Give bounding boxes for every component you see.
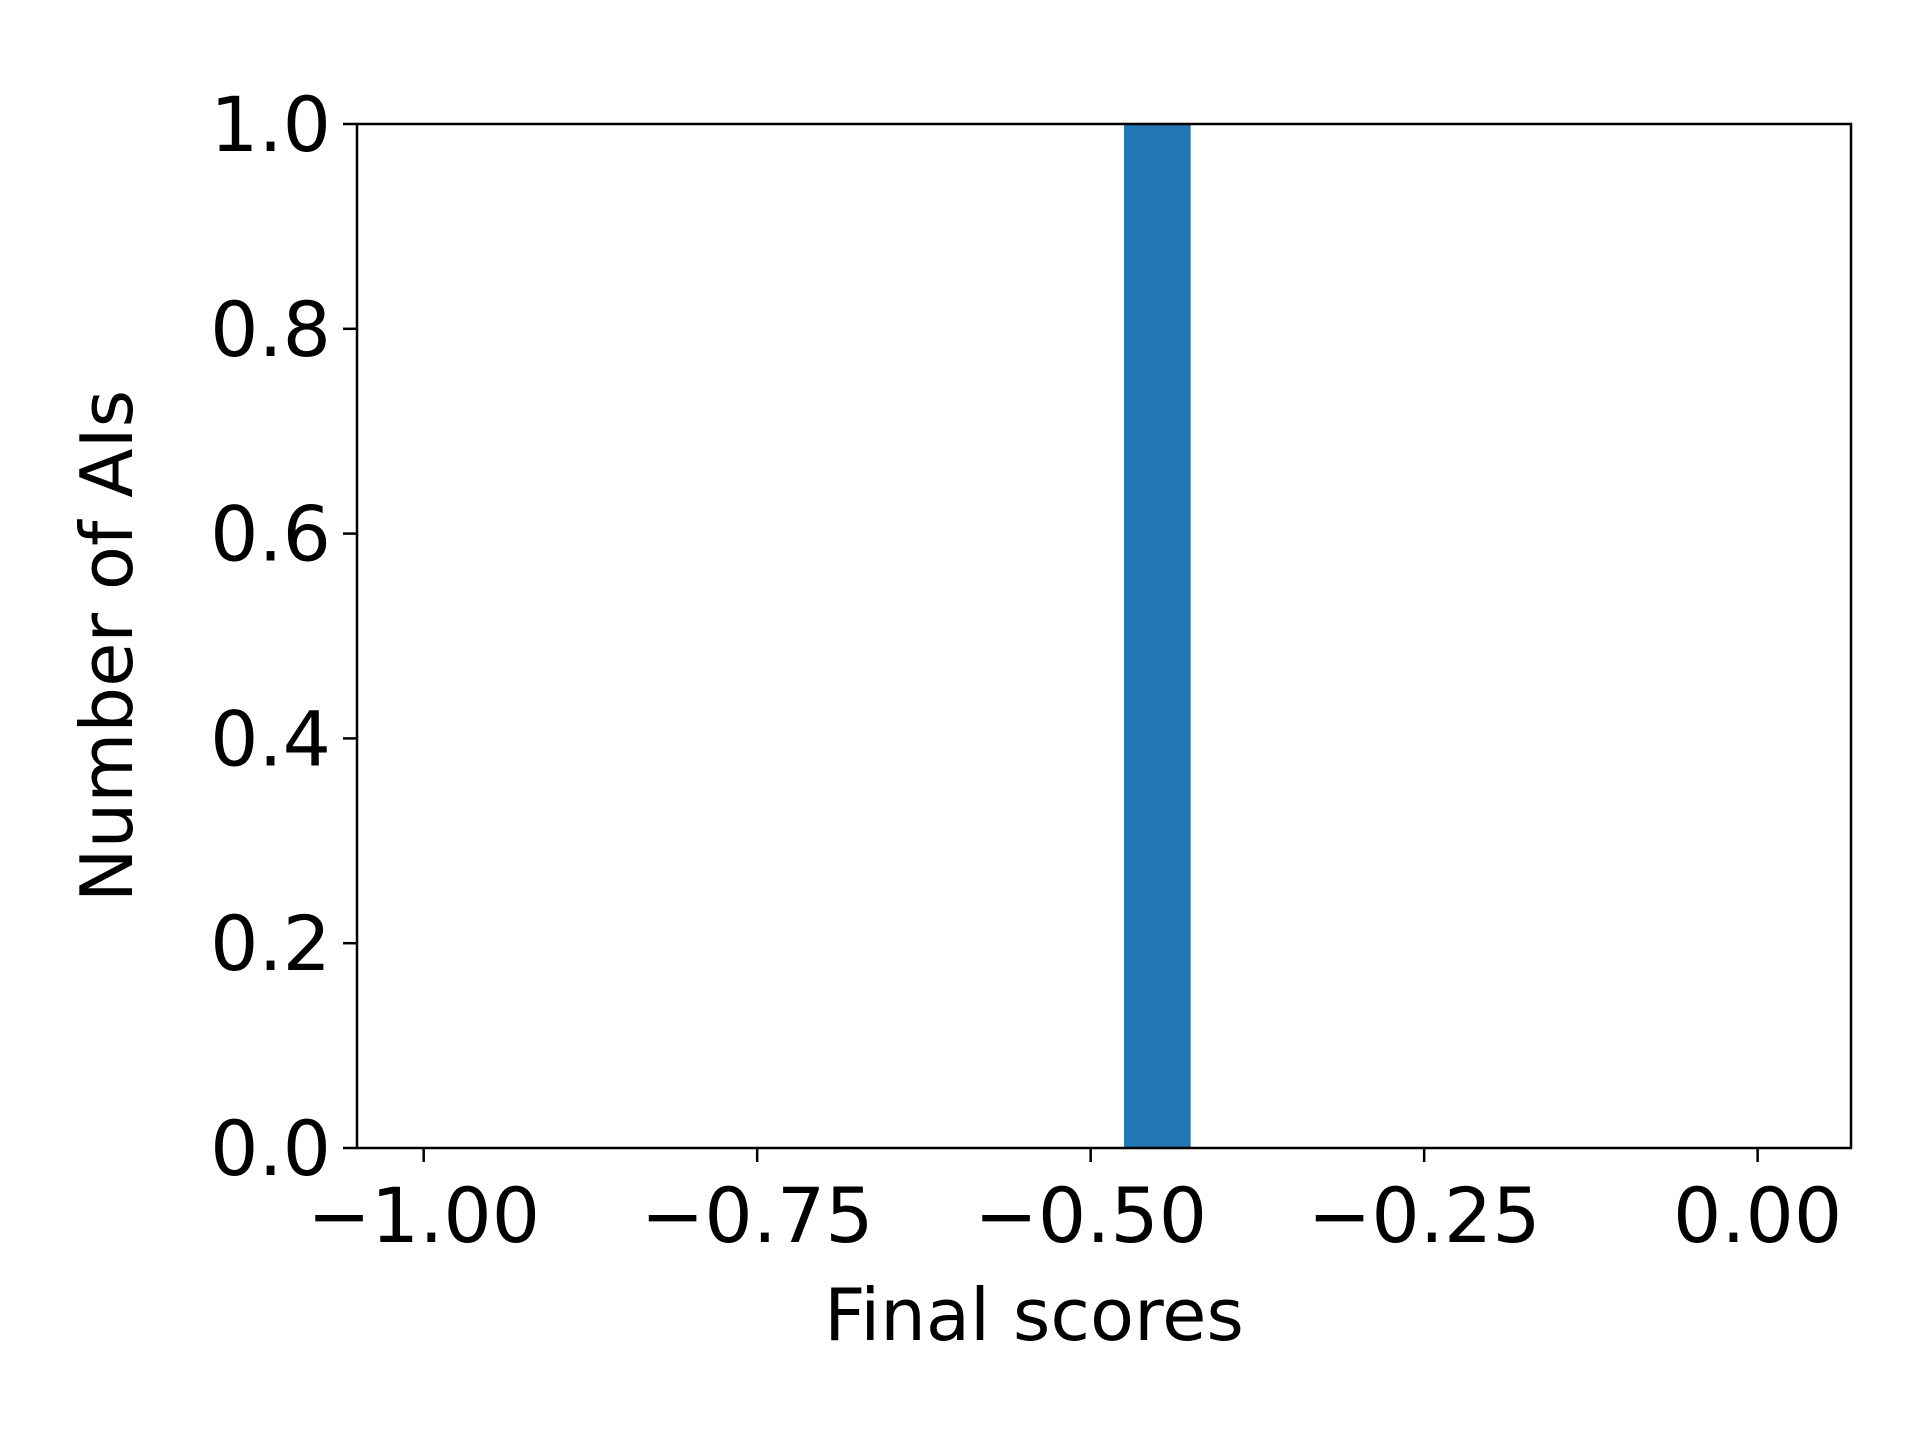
x-tick-label: −0.50 bbox=[974, 1171, 1207, 1260]
y-axis-label: Number of AIs bbox=[65, 390, 149, 902]
x-axis-ticks: −1.00 −0.75 −0.50 −0.25 0.00 bbox=[307, 1148, 1842, 1260]
y-tick-label: 0.0 bbox=[210, 1104, 331, 1193]
y-tick-label: 0.6 bbox=[210, 490, 331, 579]
x-tick-label: −1.00 bbox=[307, 1171, 540, 1260]
y-axis-ticks: 0.0 0.2 0.4 0.6 0.8 1.0 bbox=[210, 80, 357, 1193]
x-tick-label: −0.25 bbox=[1308, 1171, 1541, 1260]
y-tick-label: 1.0 bbox=[210, 80, 331, 169]
histogram-bar-0 bbox=[1124, 124, 1191, 1148]
x-tick-label: 0.00 bbox=[1673, 1171, 1842, 1260]
y-tick-label: 0.4 bbox=[210, 694, 331, 783]
plot-area-frame bbox=[355, 122, 1853, 1150]
x-tick-label: −0.75 bbox=[641, 1171, 874, 1260]
y-tick-label: 0.2 bbox=[210, 899, 331, 988]
y-tick-label: 0.8 bbox=[210, 285, 331, 374]
bars-layer bbox=[1124, 124, 1191, 1148]
x-axis-label: Final scores bbox=[824, 1273, 1244, 1357]
